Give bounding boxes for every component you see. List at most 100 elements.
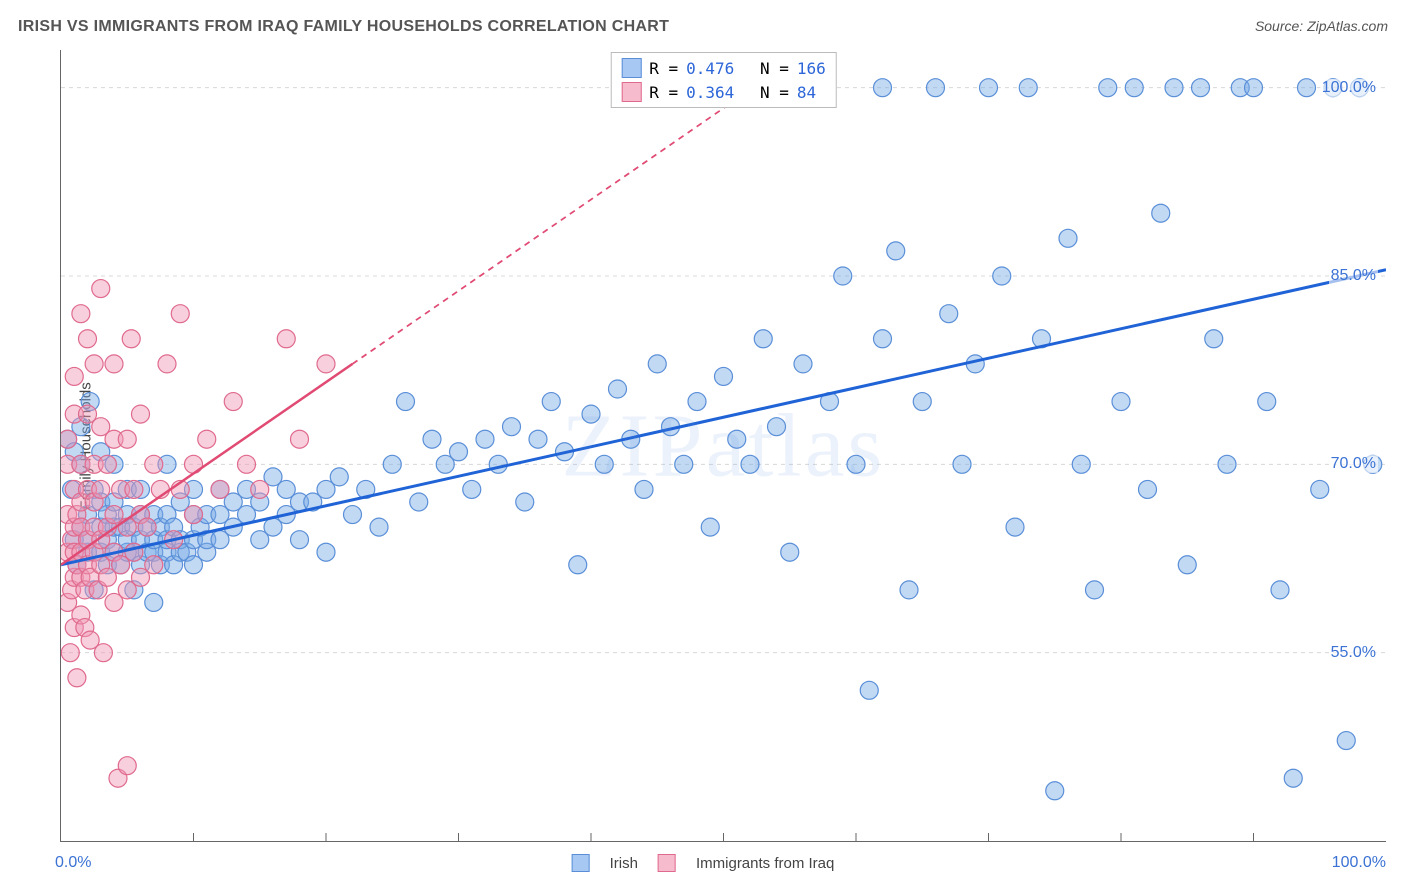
r-value: 0.364 (686, 83, 734, 102)
data-point (224, 393, 242, 411)
data-point (72, 305, 90, 323)
x-tick-min: 0.0% (55, 854, 91, 872)
data-point (92, 480, 110, 498)
data-point (132, 405, 150, 423)
data-point (489, 455, 507, 473)
data-point (171, 305, 189, 323)
data-point (317, 355, 335, 373)
data-point (92, 280, 110, 298)
plot-area: ZIPatlas R = 0.476 N = 166 R = 0.364 N =… (60, 50, 1386, 842)
n-value: 84 (797, 83, 816, 102)
data-point (450, 443, 468, 461)
n-label: N = (760, 83, 789, 102)
data-point (125, 480, 143, 498)
data-point (648, 355, 666, 373)
data-point (794, 355, 812, 373)
data-point (1245, 79, 1263, 97)
y-tick-label: 55.0% (1329, 644, 1378, 662)
data-point (701, 518, 719, 536)
n-value: 166 (797, 59, 826, 78)
data-point (1152, 204, 1170, 222)
data-point (1006, 518, 1024, 536)
data-point (913, 393, 931, 411)
data-point (1258, 393, 1276, 411)
data-point (940, 305, 958, 323)
data-point (370, 518, 388, 536)
data-point (122, 330, 140, 348)
r-label: R = (649, 83, 678, 102)
data-point (65, 367, 83, 385)
data-point (1112, 393, 1130, 411)
correlation-row-irish: R = 0.476 N = 166 (617, 56, 830, 80)
data-point (1019, 79, 1037, 97)
data-point (1099, 79, 1117, 97)
trend-line (61, 270, 1386, 565)
data-point (330, 468, 348, 486)
n-label: N = (760, 59, 789, 78)
data-point (85, 355, 103, 373)
legend: Irish Immigrants from Iraq (572, 854, 835, 872)
data-point (1298, 79, 1316, 97)
y-tick-label: 100.0% (1320, 79, 1378, 97)
data-point (834, 267, 852, 285)
data-point (291, 430, 309, 448)
data-point (860, 681, 878, 699)
r-label: R = (649, 59, 678, 78)
data-point (463, 480, 481, 498)
r-value: 0.476 (686, 59, 734, 78)
data-point (476, 430, 494, 448)
data-point (185, 506, 203, 524)
data-point (715, 367, 733, 385)
data-point (94, 644, 112, 662)
data-point (728, 430, 746, 448)
data-point (1311, 480, 1329, 498)
correlation-row-iraq: R = 0.364 N = 84 (617, 80, 830, 104)
data-point (98, 455, 116, 473)
legend-swatch-irish (572, 854, 590, 872)
data-point (291, 531, 309, 549)
data-point (61, 644, 79, 662)
data-point (1337, 732, 1355, 750)
data-point (953, 455, 971, 473)
data-point (79, 330, 97, 348)
data-point (238, 455, 256, 473)
data-point (980, 79, 998, 97)
data-point (516, 493, 534, 511)
data-point (1072, 455, 1090, 473)
y-tick-label: 85.0% (1329, 267, 1378, 285)
data-point (688, 393, 706, 411)
data-point (145, 556, 163, 574)
data-point (344, 506, 362, 524)
data-point (383, 455, 401, 473)
swatch-irish (621, 58, 641, 78)
data-point (68, 669, 86, 687)
data-point (675, 455, 693, 473)
legend-label-iraq: Immigrants from Iraq (696, 855, 834, 872)
data-point (993, 267, 1011, 285)
data-point (781, 543, 799, 561)
data-point (211, 480, 229, 498)
x-tick-max: 100.0% (1332, 854, 1386, 872)
data-point (609, 380, 627, 398)
data-point (410, 493, 428, 511)
data-point (317, 543, 335, 561)
data-point (1205, 330, 1223, 348)
data-point (118, 430, 136, 448)
data-point (158, 355, 176, 373)
correlation-box: R = 0.476 N = 166 R = 0.364 N = 84 (610, 52, 837, 108)
data-point (1284, 769, 1302, 787)
data-point (582, 405, 600, 423)
data-point (423, 430, 441, 448)
data-point (503, 418, 521, 436)
data-point (1086, 581, 1104, 599)
data-point (569, 556, 587, 574)
data-point (118, 757, 136, 775)
data-point (768, 418, 786, 436)
data-point (1271, 581, 1289, 599)
data-point (635, 480, 653, 498)
data-point (754, 330, 772, 348)
data-point (887, 242, 905, 260)
data-point (1059, 229, 1077, 247)
data-point (874, 79, 892, 97)
data-point (277, 330, 295, 348)
